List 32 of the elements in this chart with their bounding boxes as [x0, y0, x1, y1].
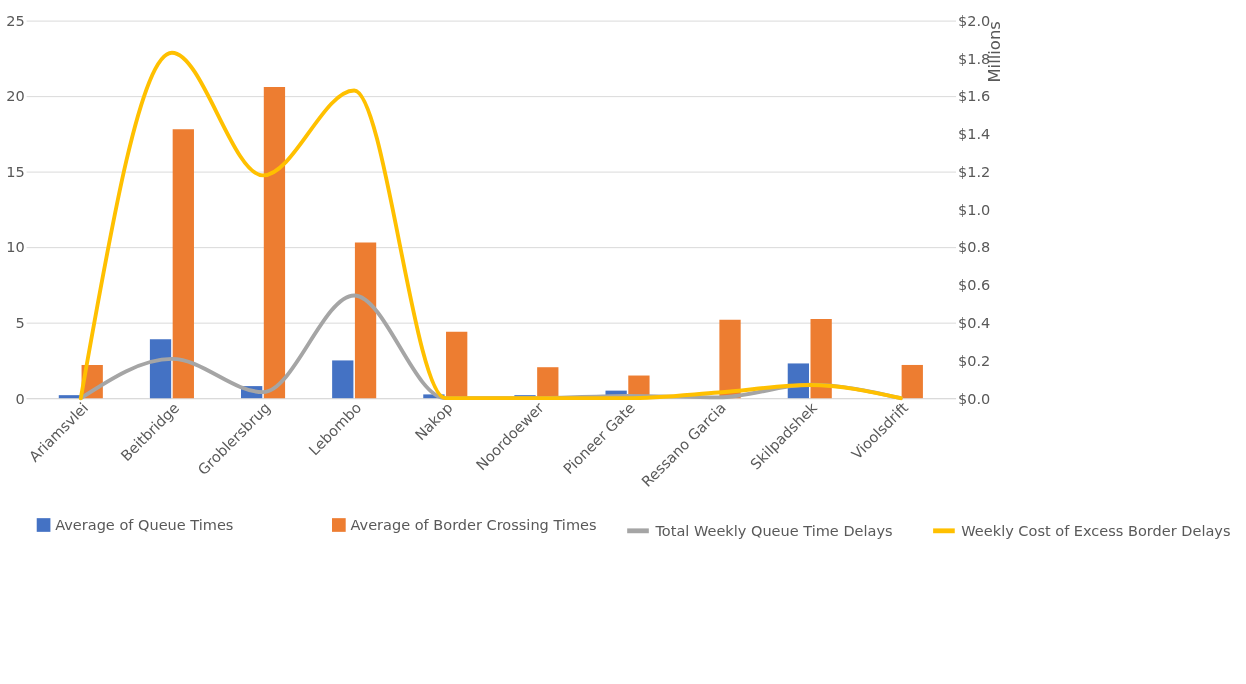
- y2-tick-label: $1.0: [957, 201, 991, 218]
- y2-tick-label: $0.6: [957, 277, 991, 294]
- y-tick-label: 15: [6, 163, 25, 180]
- y2-tick-label: $0.2: [957, 352, 991, 369]
- y-tick-label: 10: [6, 239, 25, 256]
- y-tick-label: 20: [6, 88, 25, 105]
- y-tick-label: 25: [6, 12, 25, 29]
- y-tick-label: 0: [15, 390, 25, 407]
- y2-tick-label: $2.0: [957, 12, 991, 29]
- y2-tick-label: $1.4: [957, 126, 991, 143]
- bar: [810, 318, 832, 399]
- legend-label: Average of Border Crossing Times: [350, 516, 597, 533]
- bar: [537, 367, 559, 399]
- bar: [901, 364, 923, 399]
- legend-label: Average of Queue Times: [55, 516, 234, 533]
- legend-label: Total Weekly Queue Time Delays: [654, 522, 893, 539]
- bar: [446, 331, 468, 399]
- y2-tick-label: $1.2: [957, 163, 991, 180]
- y2-tick-label: $0.4: [957, 314, 991, 331]
- y2-tick-label: $0.0: [957, 390, 991, 407]
- bar: [58, 395, 81, 399]
- y-tick-label: 5: [15, 314, 25, 331]
- bar: [719, 319, 741, 399]
- bar: [172, 129, 194, 399]
- bar: [332, 360, 354, 399]
- legend-label: Weekly Cost of Excess Border Delays: [961, 522, 1231, 539]
- bar: [263, 87, 286, 399]
- bar: [354, 242, 377, 399]
- bar: [149, 339, 172, 399]
- line-series: [78, 50, 903, 401]
- y2-tick-label: $0.8: [957, 239, 991, 256]
- y2-tick-label: $1.6: [957, 88, 991, 105]
